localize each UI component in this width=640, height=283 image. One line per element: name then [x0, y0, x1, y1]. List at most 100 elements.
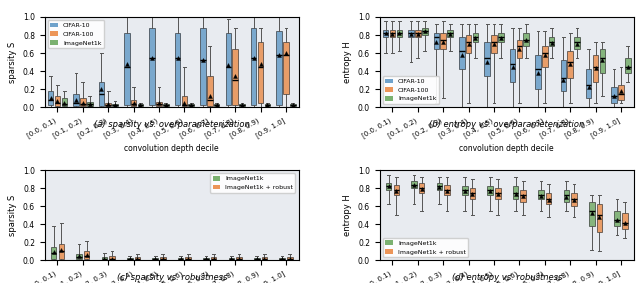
Point: [99, 256, 109, 261]
Point: [154, 100, 164, 105]
Point: [52, 98, 63, 103]
PathPatch shape: [586, 69, 591, 98]
Point: [394, 31, 404, 35]
Point: [49, 250, 59, 254]
PathPatch shape: [466, 35, 472, 53]
PathPatch shape: [54, 96, 60, 106]
Point: [569, 198, 579, 202]
PathPatch shape: [538, 190, 544, 199]
PathPatch shape: [492, 35, 497, 53]
PathPatch shape: [239, 104, 244, 106]
PathPatch shape: [200, 28, 205, 105]
PathPatch shape: [251, 28, 257, 105]
X-axis label: convolution depth decile: convolution depth decile: [460, 145, 554, 153]
PathPatch shape: [188, 104, 194, 106]
PathPatch shape: [160, 257, 166, 260]
Point: [281, 51, 291, 55]
PathPatch shape: [236, 257, 242, 260]
PathPatch shape: [495, 188, 500, 199]
PathPatch shape: [484, 42, 490, 76]
PathPatch shape: [412, 181, 417, 188]
Point: [470, 35, 481, 40]
PathPatch shape: [498, 33, 504, 42]
Point: [511, 191, 521, 196]
Point: [508, 65, 518, 70]
Point: [612, 218, 622, 222]
Point: [543, 198, 554, 202]
Point: [125, 256, 135, 261]
Point: [259, 256, 269, 261]
PathPatch shape: [287, 257, 292, 260]
Point: [445, 32, 455, 37]
PathPatch shape: [99, 82, 104, 106]
Point: [536, 194, 546, 199]
Point: [381, 31, 391, 35]
Point: [147, 55, 157, 60]
Point: [129, 100, 139, 105]
Point: [230, 73, 240, 78]
PathPatch shape: [459, 37, 465, 69]
PathPatch shape: [87, 102, 93, 106]
Y-axis label: sparsity S: sparsity S: [8, 41, 17, 83]
Point: [107, 256, 117, 261]
PathPatch shape: [419, 183, 424, 193]
PathPatch shape: [214, 104, 220, 106]
PathPatch shape: [589, 202, 595, 226]
Point: [234, 256, 244, 261]
PathPatch shape: [618, 85, 624, 100]
PathPatch shape: [127, 258, 132, 260]
Point: [387, 32, 397, 37]
Text: (d) entropy vs. robustness: (d) entropy vs. robustness: [451, 273, 562, 282]
Point: [186, 103, 196, 108]
Point: [489, 42, 499, 46]
Legend: ImageNet1k, ImageNet1k + robust: ImageNet1k, ImageNet1k + robust: [383, 238, 468, 257]
PathPatch shape: [207, 76, 212, 106]
Point: [587, 211, 597, 216]
PathPatch shape: [513, 186, 518, 199]
Point: [540, 53, 550, 57]
Point: [435, 185, 445, 190]
PathPatch shape: [383, 30, 388, 37]
Point: [205, 94, 215, 98]
Point: [237, 103, 247, 108]
Point: [521, 38, 531, 43]
Point: [457, 53, 467, 57]
PathPatch shape: [225, 33, 231, 105]
Point: [515, 46, 525, 51]
PathPatch shape: [600, 48, 605, 73]
PathPatch shape: [390, 30, 396, 37]
Point: [482, 60, 492, 64]
PathPatch shape: [386, 183, 392, 190]
Point: [201, 256, 211, 261]
Point: [460, 189, 470, 193]
PathPatch shape: [279, 258, 285, 260]
PathPatch shape: [535, 55, 541, 89]
Point: [262, 103, 273, 108]
PathPatch shape: [524, 33, 529, 46]
Point: [438, 40, 449, 44]
Point: [417, 187, 427, 191]
PathPatch shape: [262, 257, 267, 260]
PathPatch shape: [473, 33, 478, 42]
PathPatch shape: [470, 188, 476, 199]
PathPatch shape: [516, 40, 522, 57]
PathPatch shape: [415, 30, 420, 37]
Y-axis label: entropy H: entropy H: [344, 41, 353, 83]
PathPatch shape: [76, 254, 82, 260]
Point: [248, 55, 259, 60]
PathPatch shape: [574, 37, 580, 48]
Point: [223, 63, 234, 67]
PathPatch shape: [149, 28, 155, 105]
Legend: CIFAR-10, CIFAR-100, ImageNet1k: CIFAR-10, CIFAR-100, ImageNet1k: [383, 76, 439, 104]
PathPatch shape: [203, 258, 209, 260]
Point: [132, 256, 143, 261]
Point: [198, 58, 208, 63]
PathPatch shape: [112, 104, 118, 106]
PathPatch shape: [434, 33, 439, 48]
PathPatch shape: [394, 185, 399, 196]
Point: [110, 103, 120, 108]
PathPatch shape: [102, 257, 108, 260]
Point: [252, 256, 262, 261]
Point: [493, 191, 503, 196]
PathPatch shape: [625, 57, 630, 73]
